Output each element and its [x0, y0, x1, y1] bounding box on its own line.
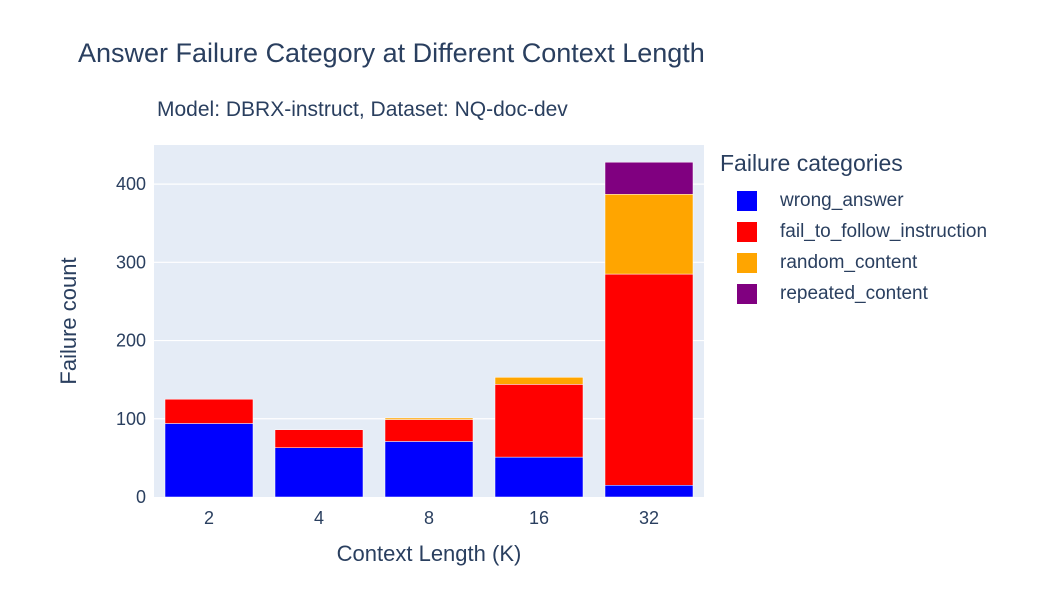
bar-random_content	[604, 194, 694, 275]
bar-fail_to_follow_instruction	[164, 398, 254, 424]
chart-title: Answer Failure Category at Different Con…	[78, 38, 705, 68]
bar-wrong_answer	[384, 441, 474, 498]
x-tick-label: 16	[529, 508, 549, 528]
y-tick-label: 0	[136, 487, 146, 507]
bar-wrong_answer	[274, 447, 364, 498]
legend-swatch	[737, 190, 757, 211]
legend-swatch	[737, 221, 757, 242]
x-tick-label: 32	[639, 508, 659, 528]
legend-label: random_content	[780, 251, 918, 273]
legend-label: fail_to_follow_instruction	[780, 220, 988, 242]
x-axis-title: Context Length (K)	[337, 541, 522, 566]
y-tick-label: 200	[116, 331, 146, 351]
legend-item[interactable]: fail_to_follow_instruction	[737, 216, 987, 247]
legend-label: repeated_content	[780, 282, 928, 304]
legend-swatch	[737, 283, 757, 304]
x-tick-label: 4	[314, 508, 324, 528]
legend-item[interactable]: wrong_answer	[737, 185, 987, 216]
x-tick-label: 2	[204, 508, 214, 528]
bar-fail_to_follow_instruction	[604, 273, 694, 486]
legend-title: Failure categories	[720, 150, 903, 176]
bar-random_content	[494, 377, 584, 385]
bar-wrong_answer	[494, 456, 584, 498]
bar-wrong_answer	[604, 485, 694, 498]
legend-item[interactable]: random_content	[737, 247, 987, 278]
x-tick-label: 8	[424, 508, 434, 528]
legend-item[interactable]: repeated_content	[737, 278, 987, 309]
legend-swatch	[737, 252, 757, 273]
chart-subtitle: Model: DBRX-instruct, Dataset: NQ-doc-de…	[157, 98, 568, 121]
y-tick-label: 100	[116, 409, 146, 429]
bar-fail_to_follow_instruction	[384, 419, 474, 442]
y-axis-title: Failure count	[56, 257, 81, 384]
bar-fail_to_follow_instruction	[274, 429, 364, 448]
bar-wrong_answer	[164, 423, 254, 498]
y-tick-label: 300	[116, 252, 146, 272]
legend-label: wrong_answer	[780, 189, 904, 211]
bar-repeated_content	[604, 161, 694, 195]
bar-fail_to_follow_instruction	[494, 384, 584, 458]
bar-random_content	[384, 417, 474, 420]
legend: Failure categories wrong_answer fail_to_f…	[720, 150, 987, 309]
y-tick-label: 400	[116, 174, 146, 194]
